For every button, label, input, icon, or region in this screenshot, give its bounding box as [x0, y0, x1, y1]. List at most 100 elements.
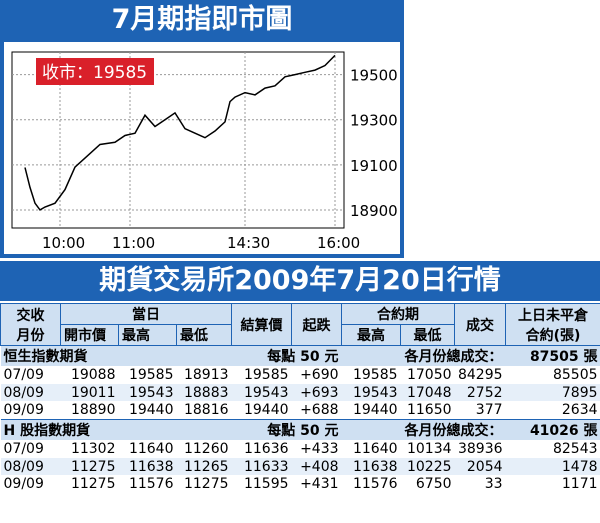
chart-svg: 18900 19100 19300 19500 10:00 11:00 14:30 16:00…	[11, 51, 398, 252]
header-low: 最低	[175, 324, 233, 346]
header-today: 當日	[59, 303, 233, 325]
table-cell: 08/09	[0, 383, 61, 402]
table-cell: 18883	[176, 383, 232, 402]
table-cell: 2634	[561, 402, 598, 419]
table-cell: 07/09	[3, 440, 44, 457]
table-cell: 17048	[400, 383, 455, 402]
table-cell: 09/09	[3, 402, 44, 419]
section-name: 恒生指數期貨	[0, 345, 232, 366]
table-cell: 11275	[183, 476, 229, 493]
table-cell: 19585	[243, 366, 289, 383]
header-open: 開市價	[60, 324, 119, 346]
table-cell: 11576	[352, 476, 398, 493]
table-cell: +433	[300, 440, 339, 457]
table-cell: +688	[300, 402, 339, 419]
x-tick-label: 14:30	[227, 234, 270, 252]
table-cell: 7895	[505, 383, 600, 402]
header-oi-line1: 上日未平倉	[518, 307, 589, 324]
close-badge	[36, 58, 154, 85]
header-settle: 結算價	[231, 303, 293, 346]
table-row: 09/09 18890 19440 18816 19440 +688 19440 11650 3…	[1, 401, 600, 419]
section-total-label: 各月份總成交：	[341, 419, 506, 441]
header-row-1: 交收 月份 當日 結算價 起跌 合約期 成交 上日未平倉 合約(張)	[0, 303, 600, 346]
table-row: 07/09 19088 19585 18913 19585 +690 19585 17050 8…	[1, 366, 600, 384]
chart-panel: 18900 19100 19300 19500 10:00 11:00 14:30 16:00…	[0, 40, 404, 258]
x-tick-label: 10:00	[42, 234, 85, 252]
table-row: 08/09 19011 19543 18883 19543 +693 19543 17048 2…	[0, 383, 600, 402]
table-cell: 18890	[70, 402, 116, 419]
table-row: 07/09 11302 11640 11260 11636 +433 11640 10134 3…	[1, 440, 600, 458]
header-high: 最高	[118, 324, 177, 346]
table-cell: 10134	[406, 440, 452, 457]
table-cell: 11265	[176, 457, 232, 476]
table-cell: 19543	[231, 383, 292, 402]
table-row: 09/09 11275 11576 11275 11595 +431 11576 6750 33…	[1, 475, 600, 493]
table-cell: 11640	[352, 440, 398, 457]
table-cell: +693	[291, 383, 342, 402]
table-cell: 07/09	[3, 366, 44, 383]
table-cell: 11260	[183, 440, 229, 457]
table-cell: 38936	[457, 440, 503, 457]
table-cell: 85505	[552, 366, 598, 383]
table-cell: 19543	[118, 383, 177, 402]
close-badge-label: 收市：19585	[42, 63, 147, 83]
y-tick-label: 19300	[350, 112, 398, 130]
header-oi-line2: 合約(張)	[525, 327, 581, 344]
section-total-value: 41026 張	[505, 419, 600, 441]
header-volume: 成交	[454, 303, 507, 346]
table-cell: 2054	[454, 457, 506, 476]
header-contract-high: 最高	[341, 324, 402, 346]
section-total-value: 87505 張	[505, 345, 600, 366]
table-cell: 10225	[400, 457, 455, 476]
header-open-interest: 上日未平倉 合約(張)	[505, 303, 600, 346]
table-cell: 08/09	[0, 457, 61, 476]
table-cell: 82543	[552, 440, 598, 457]
table-cell: 1478	[505, 457, 600, 476]
header-row-2: 開市價 最高 最低 最高 最低	[1, 324, 600, 346]
y-tick-label: 19100	[350, 157, 398, 175]
y-tick-label: 19500	[350, 67, 398, 85]
table-cell: 11275	[60, 457, 119, 476]
table-cell: 19011	[60, 383, 119, 402]
x-tick-label: 16:00	[317, 234, 360, 252]
section-total-label: 各月份總成交：	[341, 345, 506, 366]
table-cell: 33	[484, 476, 503, 493]
x-tick-label: 11:00	[112, 234, 155, 252]
table-cell: 11633	[231, 457, 292, 476]
y-tick-label: 18900	[350, 202, 398, 220]
table-cell: 11650	[406, 402, 452, 419]
section-point-value: 每點 50 元	[231, 345, 342, 366]
table-cell: 19585	[352, 366, 398, 383]
table-cell: 19440	[128, 402, 174, 419]
table-cell: 11576	[128, 476, 174, 493]
table-cell: 19440	[352, 402, 398, 419]
table-body: 恒生指數期貨 每點 50 元各月份總成交： 87505 張 07/09 19088 195…	[0, 345, 600, 494]
table-cell: 19585	[128, 366, 174, 383]
header-change: 起跌	[291, 303, 343, 346]
table-cell: 11640	[128, 440, 174, 457]
table-cell: 11636	[243, 440, 289, 457]
series-line	[24, 54, 336, 211]
header-contract: 合約期	[341, 303, 456, 325]
table-cell: 18816	[183, 402, 229, 419]
table-row: 08/09 11275 11638 11265 11633 +408 11638 10225 2…	[0, 457, 600, 476]
table-cell: 09/09	[3, 476, 44, 493]
table-title: 期貨交易所2009年7月20日行情	[0, 261, 600, 301]
section-header: 恒生指數期貨 每點 50 元各月份總成交： 87505 張	[0, 345, 600, 366]
table-cell: +690	[300, 366, 339, 383]
header-month: 交收 月份	[0, 303, 61, 346]
table-cell: 11275	[70, 476, 116, 493]
table-cell: 17050	[406, 366, 452, 383]
table-cell: 11595	[243, 476, 289, 493]
table-cell: 6750	[415, 476, 452, 493]
table-cell: +408	[291, 457, 342, 476]
table-cell: 19543	[341, 383, 401, 402]
chart-title: 7月期指即市圖	[0, 0, 404, 40]
table-cell: 2752	[454, 383, 506, 402]
table-cell: 11638	[118, 457, 177, 476]
section-name: H 股指數期貨	[0, 419, 232, 441]
table-cell: 377	[475, 402, 503, 419]
header-month-line1: 交收	[16, 307, 45, 324]
chart-area: 18900 19100 19300 19500 10:00 11:00 14:30 16:00…	[4, 42, 400, 254]
header-month-line2: 月份	[16, 327, 45, 344]
